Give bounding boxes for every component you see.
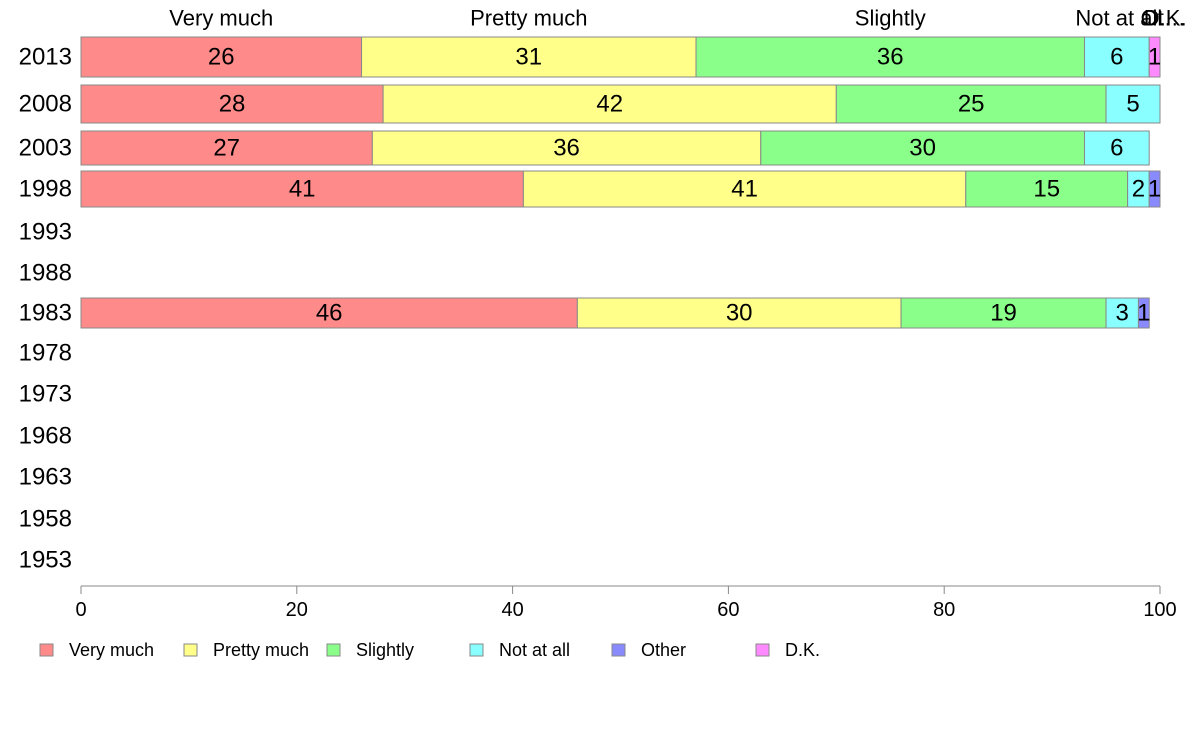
top-label-other: Ot… <box>1141 6 1186 31</box>
year-label-1963: 1963 <box>19 464 72 491</box>
x-tick-label-0: 0 <box>75 599 86 621</box>
bar-2008-very-much <box>80 84 384 124</box>
year-label-2013: 2013 <box>19 44 72 71</box>
year-label-1973: 1973 <box>19 381 72 408</box>
x-tick-label-80: 80 <box>933 599 955 621</box>
year-label-1953: 1953 <box>19 547 72 574</box>
year-label-1968: 1968 <box>19 423 72 450</box>
data-label-2003-not-at-all: 6 <box>1110 135 1123 162</box>
top-label-not-at-all: Not at all <box>1075 6 1162 31</box>
legend-label-pretty-much: Pretty much <box>213 640 309 660</box>
data-label-1998-not-at-all: 2 <box>1132 176 1145 203</box>
data-label-2013-not-at-all: 6 <box>1110 44 1123 71</box>
year-label-2003: 2003 <box>19 135 72 162</box>
bar-2013-slightly <box>695 36 1085 78</box>
bar-1983-not-at-all <box>1105 297 1139 329</box>
bar-1998-pretty-much <box>522 170 967 208</box>
bar-1983-pretty-much <box>576 297 902 329</box>
bar-2003-pretty-much <box>371 130 762 166</box>
legend-swatch-not-at-all <box>469 643 484 657</box>
legend-swatch-other <box>611 643 626 657</box>
bar-2008-slightly <box>835 84 1107 124</box>
legend-label-other: Other <box>641 640 686 660</box>
legend-swatch-slightly <box>326 643 341 657</box>
legend-label-slightly: Slightly <box>356 640 414 660</box>
top-label-slightly: Slightly <box>855 6 926 31</box>
data-label-2003-very-much: 27 <box>213 135 240 162</box>
year-label-1958: 1958 <box>19 506 72 533</box>
data-label-1998-slightly: 15 <box>1033 176 1060 203</box>
data-label-1983-not-at-all: 3 <box>1116 300 1129 327</box>
bar-2008-not-at-all <box>1105 84 1161 124</box>
bar-1998-very-much <box>80 170 524 208</box>
data-label-1998-pretty-much: 41 <box>731 176 758 203</box>
x-tick-label-20: 20 <box>286 599 308 621</box>
x-tick-label-40: 40 <box>501 599 523 621</box>
data-label-1983-pretty-much: 30 <box>726 300 753 327</box>
year-label-1988: 1988 <box>19 260 72 287</box>
legend-swatch-very-much <box>39 643 54 657</box>
bar-1983-very-much <box>80 297 578 329</box>
year-label-2008: 2008 <box>19 91 72 118</box>
data-label-2008-very-much: 28 <box>219 91 246 118</box>
data-label-2013-very-much: 26 <box>208 44 235 71</box>
data-label-1983-slightly: 19 <box>990 300 1017 327</box>
legend-swatch-pretty-much <box>183 643 198 657</box>
top-label-very-much: Very much <box>169 6 273 31</box>
year-label-1998: 1998 <box>19 176 72 203</box>
year-label-1983: 1983 <box>19 300 72 327</box>
top-label-d-k: D.K. <box>1144 6 1187 31</box>
data-label-2003-slightly: 30 <box>909 135 936 162</box>
data-label-2008-slightly: 25 <box>958 91 985 118</box>
x-tick-label-60: 60 <box>717 599 739 621</box>
data-label-2013-pretty-much: 31 <box>515 44 542 71</box>
bar-2003-slightly <box>760 130 1085 166</box>
x-tick-label-100: 100 <box>1143 599 1176 621</box>
bar-1998-slightly <box>965 170 1129 208</box>
data-label-1983-other: 1 <box>1137 300 1150 327</box>
bar-2013-d-k <box>1148 36 1161 78</box>
bar-1983-other <box>1137 297 1150 329</box>
data-label-2008-not-at-all: 5 <box>1126 91 1139 118</box>
data-label-2008-pretty-much: 42 <box>596 91 623 118</box>
bar-2008-pretty-much <box>382 84 837 124</box>
data-label-2013-slightly: 36 <box>877 44 904 71</box>
data-label-2003-pretty-much: 36 <box>553 135 580 162</box>
data-label-1983-very-much: 46 <box>316 300 343 327</box>
data-label-2013-d-k: 1 <box>1148 44 1161 71</box>
data-label-1998-very-much: 41 <box>289 176 316 203</box>
bar-1998-other <box>1148 170 1161 208</box>
year-label-1978: 1978 <box>19 340 72 367</box>
bar-2013-pretty-much <box>361 36 697 78</box>
bar-2003-not-at-all <box>1083 130 1150 166</box>
legend-label-d-k: D.K. <box>785 640 820 660</box>
bar-2003-very-much <box>80 130 373 166</box>
year-label-1993: 1993 <box>19 219 72 246</box>
legend-label-very-much: Very much <box>69 640 154 660</box>
data-label-1998-other: 1 <box>1148 176 1161 203</box>
bar-2013-very-much <box>80 36 363 78</box>
legend-label-not-at-all: Not at all <box>499 640 570 660</box>
top-label-pretty-much: Pretty much <box>470 6 587 31</box>
legend-swatch-d-k <box>755 643 770 657</box>
